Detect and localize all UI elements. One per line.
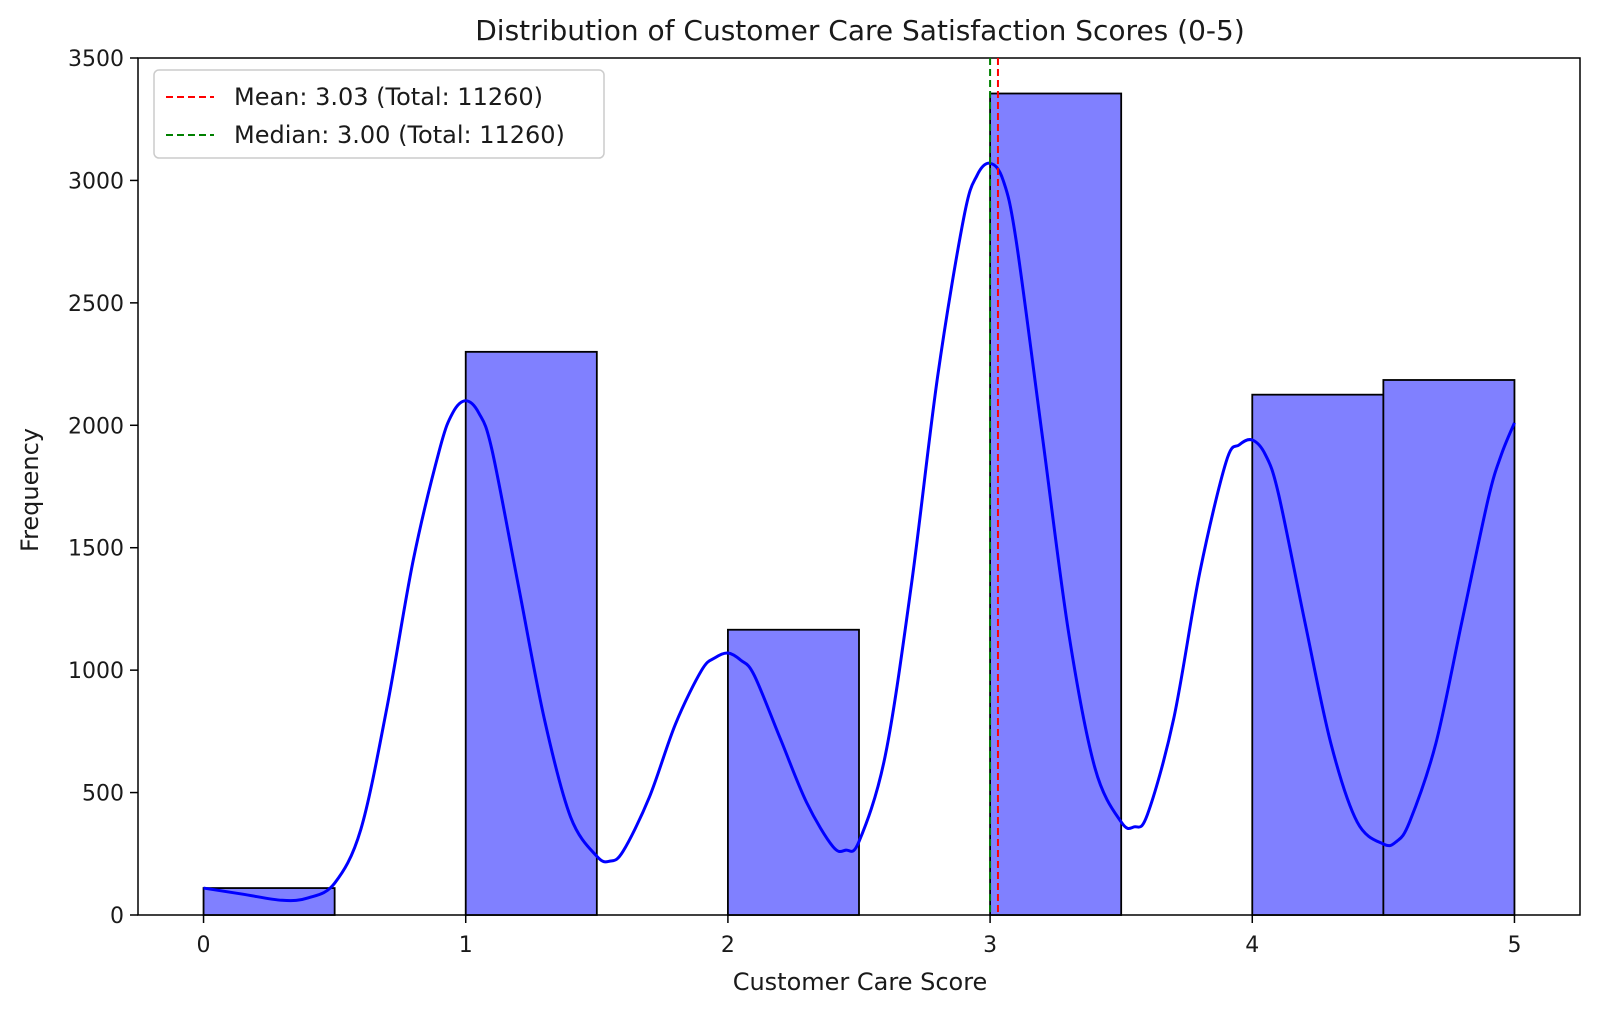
histogram-bar	[202, 887, 336, 916]
y-tick-label: 3000	[68, 169, 124, 194]
x-tick-label: 3	[983, 933, 997, 958]
kde-layer	[203, 161, 1516, 903]
kde-curve	[203, 161, 1516, 903]
x-tick-label: 4	[1245, 933, 1259, 958]
legend-label: Median: 3.00 (Total: 11260)	[234, 121, 565, 149]
x-axis: 0 1 2 3 4 5	[197, 915, 1521, 958]
y-tick-label: 500	[82, 782, 124, 807]
histogram-bar	[989, 92, 1123, 916]
y-tick-label: 1000	[68, 659, 124, 684]
legend-label: Mean: 3.03 (Total: 11260)	[234, 83, 543, 111]
y-axis: 0 500 1000 1500 2000 2500 3000 3500	[68, 47, 138, 929]
bars-layer	[202, 92, 1516, 916]
legend-box	[153, 69, 605, 159]
y-tick-label: 0	[110, 904, 124, 929]
x-tick-label: 0	[197, 933, 211, 958]
y-tick-label: 2500	[68, 292, 124, 317]
x-axis-title: Customer Care Score	[733, 968, 988, 996]
y-tick-label: 3500	[68, 47, 124, 72]
x-tick-label: 5	[1507, 933, 1521, 958]
histogram-bar	[464, 350, 598, 916]
chart-title: Distribution of Customer Care Satisfacti…	[475, 14, 1245, 47]
legend: Mean: 3.03 (Total: 11260) Median: 3.00 (T…	[153, 69, 605, 159]
histogram-bar	[1382, 379, 1516, 916]
y-tick-label: 1500	[68, 537, 124, 562]
x-tick-label: 2	[721, 933, 735, 958]
y-tick-label: 2000	[68, 414, 124, 439]
x-tick-label: 1	[459, 933, 473, 958]
y-axis-title: Frequency	[16, 428, 44, 552]
